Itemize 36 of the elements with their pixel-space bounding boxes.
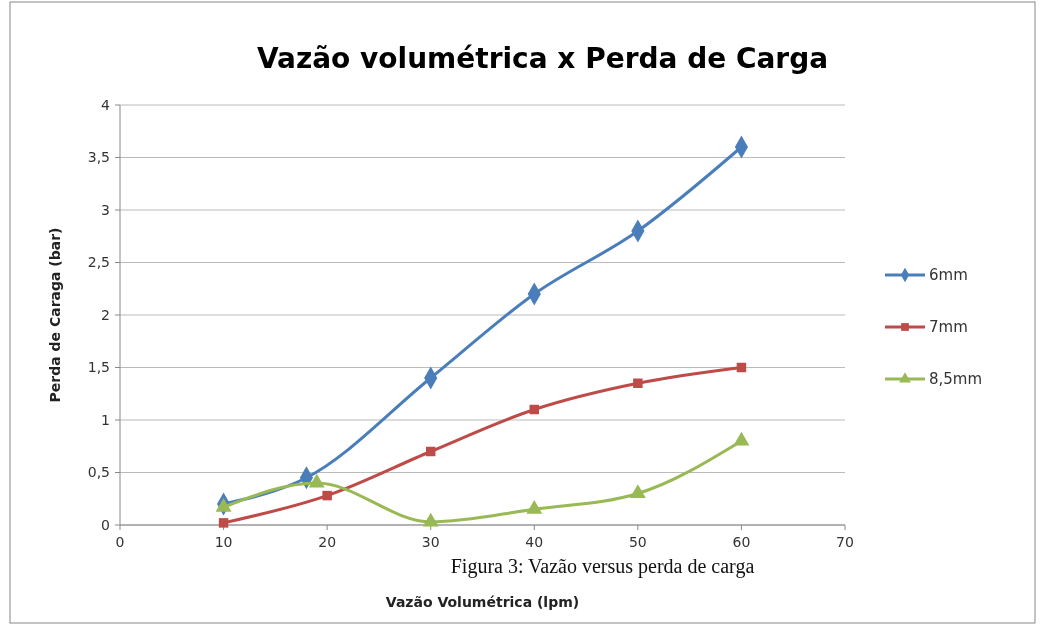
- y-tick-label: 1: [101, 411, 110, 428]
- point: [629, 484, 646, 499]
- x-tick-label: 30: [421, 534, 440, 550]
- point: [215, 497, 232, 512]
- x-tick-label: 50: [628, 534, 647, 550]
- y-tick-label: 2: [101, 306, 110, 323]
- x-axis-title: Vazão Volumétrica (lpm): [385, 594, 580, 610]
- y-tick-label: 1,5: [87, 359, 110, 376]
- legend-label: 8,5mm: [929, 370, 983, 389]
- x-tick-label: 0: [115, 534, 125, 550]
- point: [422, 512, 439, 527]
- x-tick-label: 20: [318, 534, 337, 550]
- point: [633, 378, 643, 388]
- point: [425, 446, 436, 457]
- x-tick-label: 60: [732, 534, 751, 550]
- text: Figura 3: Vazão versus perda de carga: [450, 555, 755, 578]
- chart-title: Vazão volumétrica x Perda de Carga: [256, 42, 829, 75]
- x-tick-label: 40: [525, 534, 544, 550]
- point: [218, 518, 229, 528]
- y-tick-label: 3: [101, 201, 110, 218]
- legend-label: 7mm: [929, 318, 968, 337]
- point: [529, 404, 540, 415]
- point: [526, 500, 543, 514]
- point: [733, 431, 750, 446]
- x-tick-label: 10: [214, 534, 233, 550]
- y-tick-label: 0: [101, 516, 110, 533]
- point: [308, 473, 325, 488]
- x-tick-label: 70: [836, 534, 854, 550]
- legend-label: 6mm: [929, 266, 968, 285]
- y-tick-label: 4: [101, 96, 111, 113]
- point: [322, 490, 332, 501]
- y-tick-label: 0,5: [87, 464, 110, 481]
- y-axis-title: Perda de Caraga (bar): [47, 227, 63, 403]
- point: [736, 362, 747, 373]
- y-tick-label: 2,5: [87, 254, 110, 271]
- y-tick-label: 3,5: [87, 149, 110, 166]
